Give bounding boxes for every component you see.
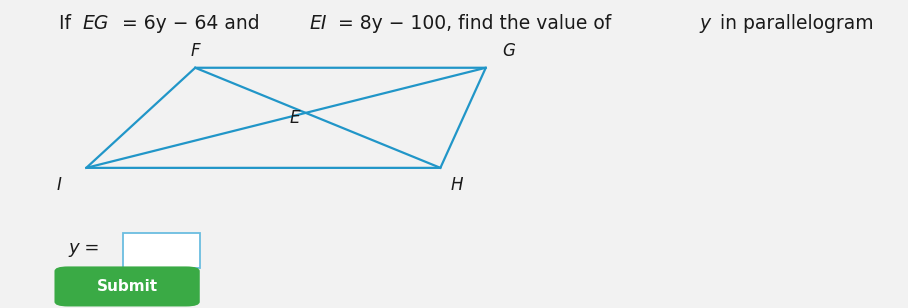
Text: y =: y =	[68, 239, 100, 257]
FancyBboxPatch shape	[54, 266, 200, 306]
Text: Submit: Submit	[96, 279, 158, 294]
Text: I: I	[56, 176, 62, 194]
Text: = 8y − 100, find the value of: = 8y − 100, find the value of	[331, 14, 617, 33]
Text: EG: EG	[83, 14, 109, 33]
Text: = 6y − 64 and: = 6y − 64 and	[116, 14, 266, 33]
Text: If: If	[59, 14, 77, 33]
Text: F: F	[191, 42, 200, 60]
Text: y: y	[700, 14, 711, 33]
Text: in parallelogram: in parallelogram	[715, 14, 880, 33]
Text: EI: EI	[310, 14, 327, 33]
Text: H: H	[450, 176, 463, 194]
Text: E: E	[290, 109, 301, 127]
FancyBboxPatch shape	[123, 233, 200, 268]
Text: G: G	[502, 42, 515, 60]
